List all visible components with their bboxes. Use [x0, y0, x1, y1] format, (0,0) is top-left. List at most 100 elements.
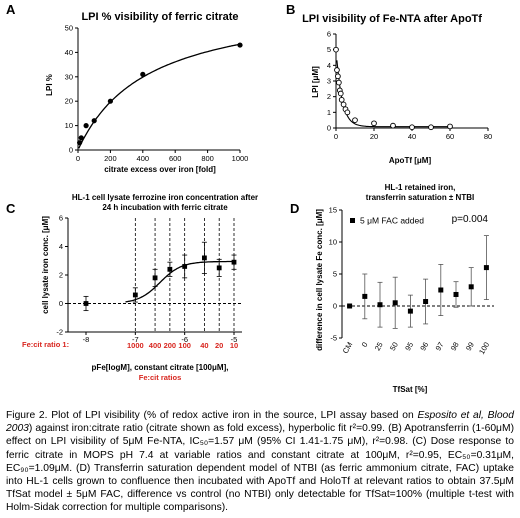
- panel-a-axes: 0 200 400 600 800 1000 0 10 20 30 40 50: [65, 24, 249, 164]
- panel-d-y-tick-label: -5: [330, 334, 337, 343]
- panel-d-x-tick-label: 50: [388, 341, 400, 353]
- panel-a-y-tick-label: 10: [65, 121, 73, 130]
- panel-c-title-line-1: HL-1 cell lysate ferrozine iron concentr…: [72, 193, 258, 202]
- panel-b-point: [447, 123, 453, 130]
- panel-d-point: [362, 293, 368, 299]
- panel-a-point: [140, 71, 146, 77]
- panel-a-y-tick-label: 40: [65, 48, 73, 57]
- panel-d-x-tick-label: 25: [373, 341, 385, 353]
- panel-d-x-tick-label: 100: [477, 341, 491, 356]
- panel-c-title-line-2: 24 h incubation with ferric citrate: [102, 203, 228, 212]
- figure-svg: A LPI % visibility of ferric citrate 0 20…: [6, 2, 494, 394]
- panel-c-point: [83, 301, 89, 306]
- panel-d-point: [392, 300, 398, 306]
- panel-b-fit-curve: [336, 60, 450, 128]
- panel-b-x-tick-label: 40: [408, 132, 416, 141]
- panel-d-y-tick-label: 5: [333, 270, 337, 279]
- panel-a-x-tick-label: 600: [169, 154, 182, 163]
- panel-d-point: [347, 303, 353, 309]
- panel-d-y-tick-label: 0: [333, 302, 337, 311]
- panel-a-y-tick-label: 50: [65, 24, 73, 33]
- panel-a-x-tick-label: 0: [76, 154, 80, 163]
- panel-b-point: [390, 122, 396, 129]
- panel-c-xlabel-2: Fe:cit ratios: [139, 373, 182, 382]
- panel-a-x-tick-label: 400: [137, 154, 150, 163]
- panel-c-fit-curve: [125, 260, 234, 303]
- panel-b-point: [337, 90, 344, 97]
- panel-b-point: [344, 109, 351, 116]
- panel-b-point: [335, 73, 341, 80]
- panel-c-point: [182, 264, 188, 269]
- panel-b-point: [428, 124, 434, 131]
- panel-label-a: A: [6, 2, 16, 17]
- panel-a-x-tick-label: 800: [201, 154, 214, 163]
- panel-c-y-tick-label: 2: [59, 271, 63, 280]
- panel-a-point: [237, 42, 243, 48]
- panel-a-x-tick-label: 1000: [232, 154, 249, 163]
- panel-b-y-tick-label: 1: [327, 108, 331, 117]
- panel-d-y-tick-label: 15: [329, 206, 337, 215]
- panel-c-xlabel: pFe[logM], constant citrate [100μM],: [92, 363, 229, 372]
- panel-c-axes: -2 0 2 4 6 1000 400 200 100 40 20 10 -8 -7 -6 -5: [56, 214, 242, 350]
- panel-b: B LPI visibility of Fe-NTA after ApoTf 0…: [286, 2, 492, 165]
- panel-b-y-tick-label: 4: [327, 61, 331, 70]
- panel-b-point: [409, 124, 415, 131]
- panel-b-point: [340, 101, 347, 108]
- panel-b-axes: 0 20 40 60 80 0 1 2 3 4 5 6: [327, 30, 492, 142]
- panel-d-point: [483, 265, 489, 271]
- panel-a-x-tick-label: 200: [104, 154, 117, 163]
- panel-label-c: C: [6, 201, 16, 216]
- panel-c-point: [216, 265, 222, 271]
- panel-b-y-tick-label: 2: [327, 92, 331, 101]
- panel-c-point: [202, 255, 207, 261]
- panel-d-point: [438, 287, 444, 293]
- panel-c-point: [167, 266, 173, 272]
- panel-b-x-tick-label: 60: [446, 132, 454, 141]
- panel-d: D HL-1 retained iron, transferrin satura…: [290, 183, 494, 394]
- panel-c-x-tick-label: -7: [132, 335, 139, 344]
- panel-a-point: [78, 135, 84, 141]
- panel-c: C HL-1 cell lysate ferrozine iron concen…: [6, 193, 258, 382]
- caption-part-3: ) against iron:citrate ratio (citrate sh…: [6, 423, 514, 514]
- panel-d-x-tick-label: 96: [418, 341, 430, 353]
- panel-a-title: LPI % visibility of ferric citrate: [81, 11, 238, 23]
- panel-a-point: [107, 98, 113, 104]
- panel-c-point: [231, 259, 237, 265]
- panel-d-x-tick-label: 0: [360, 341, 370, 349]
- panel-c-y-tick-label: 6: [59, 214, 63, 223]
- panel-d-x-tick-label: 95: [403, 341, 415, 353]
- panel-a-point: [91, 118, 97, 124]
- panel-c-ratio-tick-label: 10: [230, 341, 238, 350]
- panel-c-x-tick-label: -5: [231, 335, 238, 344]
- panel-a-ylabel: LPI %: [45, 74, 54, 96]
- panel-b-point: [352, 117, 358, 124]
- panel-c-ratio-tick-label: 20: [215, 341, 223, 350]
- panel-b-title: LPI visibility of Fe-NTA after ApoTf: [302, 13, 482, 25]
- panel-d-x-tick-label: 98: [449, 341, 461, 353]
- panel-a-y-tick-label: 20: [65, 97, 73, 106]
- panel-d-annotation: p=0.004: [452, 214, 489, 225]
- panel-c-ratio-tick-label: 200: [164, 341, 177, 350]
- panel-b-xlabel: ApoTf [μM]: [389, 156, 432, 165]
- panel-d-title-line-1: HL-1 retained iron,: [385, 183, 456, 192]
- panel-d-ylabel: difference in cell lysate Fe conc. [μM]: [315, 209, 324, 351]
- panel-d-point: [453, 291, 459, 297]
- caption-part-1: Figure 2. Plot of LPI visibility (% of r…: [6, 410, 418, 421]
- panel-c-y-tick-label: 4: [59, 242, 63, 251]
- panel-d-y-tick-label: 10: [329, 238, 337, 247]
- panel-d-x-tick-label: CM: [341, 341, 355, 356]
- panel-b-point: [333, 46, 339, 53]
- panel-c-ylabel: cell lysate iron conc. [μM]: [41, 216, 50, 314]
- panel-d-x-tick-label: 97: [434, 341, 446, 353]
- panel-b-point: [338, 96, 345, 103]
- panel-b-y-tick-label: 0: [327, 124, 331, 133]
- panel-c-ratio-label: Fe:cit ratio 1:: [22, 340, 69, 349]
- panel-a-point: [77, 140, 83, 146]
- panel-label-b: B: [286, 2, 295, 17]
- panel-b-point: [371, 120, 377, 127]
- panel-b-x-tick-label: 20: [370, 132, 378, 141]
- panel-b-x-tick-label: 0: [334, 132, 338, 141]
- panel-b-y-tick-label: 5: [327, 45, 331, 54]
- panel-d-x-tick-label: 99: [464, 341, 476, 353]
